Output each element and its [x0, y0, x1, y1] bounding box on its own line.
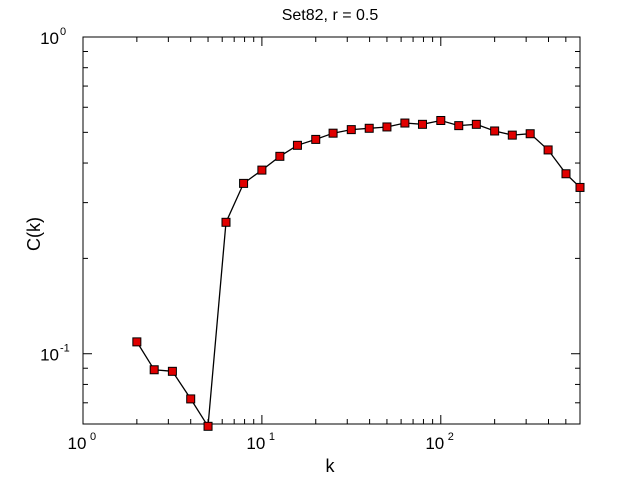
- plot-area-frame: [82, 36, 581, 425]
- x-tick-label-exponent: 2: [448, 431, 454, 443]
- data-point: [525, 129, 535, 139]
- data-point: [292, 140, 302, 150]
- data-point: [167, 366, 177, 376]
- data-point: [400, 118, 410, 128]
- data-point: [346, 125, 356, 135]
- data-series: [132, 115, 585, 431]
- y-tick-label: 10: [40, 29, 59, 48]
- x-tick-label-exponent: 0: [90, 431, 96, 443]
- x-tick-label: 10: [246, 434, 265, 453]
- data-point: [543, 145, 553, 155]
- data-point: [221, 217, 231, 227]
- x-tick-labels: 10 0 10 1 10 2: [68, 431, 454, 453]
- y-tick-label-exponent: 0: [60, 26, 66, 38]
- data-point: [575, 182, 585, 192]
- data-point: [132, 337, 142, 347]
- x-axis-label: k: [326, 456, 336, 476]
- data-point: [239, 178, 249, 188]
- data-point: [417, 119, 427, 129]
- data-point: [328, 128, 338, 138]
- data-point: [490, 126, 500, 136]
- data-point: [436, 115, 446, 125]
- x-tick-label: 10: [425, 434, 444, 453]
- x-tick-label-exponent: 1: [269, 431, 275, 443]
- data-point: [186, 394, 196, 404]
- chart-title: Set82, r = 0.5: [282, 7, 379, 24]
- data-point: [471, 119, 481, 129]
- data-point: [507, 130, 517, 140]
- data-point: [364, 123, 374, 133]
- y-axis-ticks: [83, 36, 580, 425]
- data-point: [257, 165, 267, 175]
- y-axis-label: C(k): [24, 217, 44, 251]
- y-tick-label-exponent: -1: [60, 343, 70, 355]
- data-point: [203, 421, 213, 431]
- data-point: [149, 365, 159, 375]
- data-point: [382, 122, 392, 132]
- x-tick-label: 10: [68, 434, 87, 453]
- data-point: [275, 151, 285, 161]
- data-point: [311, 134, 321, 144]
- x-axis-ticks: [82, 37, 581, 424]
- data-point: [454, 121, 464, 131]
- data-point: [561, 169, 571, 179]
- y-tick-label: 10: [40, 346, 59, 365]
